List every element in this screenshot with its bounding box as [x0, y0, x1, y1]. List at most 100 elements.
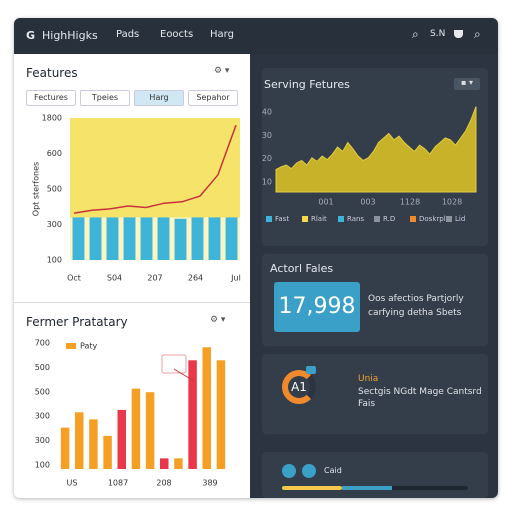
axis-title: Opt sterfones	[32, 162, 41, 216]
legend-label: Rans	[347, 215, 364, 223]
tab-bar: Fectures Tpeies Harg Sepahor	[26, 90, 238, 106]
primary-panel: Fermer Pratatary ⚙ ▾ Paty 700 500 500 300 300…	[14, 303, 250, 498]
card-label: Caid	[324, 466, 342, 475]
logo: G	[26, 29, 36, 42]
y-tick-label: 500	[35, 363, 50, 372]
bar	[140, 217, 153, 260]
bar	[188, 360, 197, 469]
big-number: 17,998	[274, 282, 360, 332]
card-title: Unia	[358, 374, 379, 384]
bar	[131, 388, 141, 469]
progress-fill	[282, 486, 342, 490]
legend-label: Rlait	[311, 215, 327, 223]
panel-menu[interactable]: ▪ ▾	[454, 78, 480, 90]
bar	[225, 217, 238, 260]
bar	[89, 217, 102, 260]
bar	[202, 347, 211, 469]
legend-swatch	[66, 343, 76, 349]
legend-label: Lid	[455, 215, 465, 223]
panel-menu[interactable]: ⚙ ▾	[214, 66, 230, 76]
card-text: Sectgis NGdt Mage Cantsrd	[358, 387, 482, 397]
legend-swatch	[446, 216, 452, 222]
trend-line	[73, 124, 237, 214]
x-tick-label: S04	[107, 274, 122, 283]
x-tick-label: 1087	[108, 479, 128, 488]
tab[interactable]: Sepahor	[188, 90, 238, 106]
y-tick-label: 500	[47, 185, 62, 194]
panel-title: Fermer Pratatary	[26, 315, 128, 329]
x-tick-label: 1028	[442, 198, 462, 207]
progress-card: Caid	[262, 452, 488, 498]
card-text: Oos afectios Partjorly	[368, 294, 464, 304]
serving-chart: 40 30 20 10 001 003 1128 1028 Fast Rlait Rans R.D Do…	[262, 106, 477, 223]
bar	[157, 217, 170, 260]
tab[interactable]: Fectures	[26, 90, 76, 106]
bar	[103, 435, 112, 469]
serving-card: Serving Fetures ▪ ▾ 40 30 20 10 001 003 1128 10…	[262, 68, 488, 246]
primary-chart: Paty 700 500 500 300 300 100 US 1087 208 389	[35, 339, 226, 488]
bar	[145, 392, 155, 469]
legend-label: Paty	[80, 342, 98, 351]
area	[275, 106, 477, 193]
sales-card: Actorl Fales 17,998 Oos afectios Partjor…	[262, 254, 488, 346]
y-tick-label: 700	[35, 339, 50, 348]
bell-icon[interactable]	[454, 30, 463, 38]
search-icon[interactable]: ⌕	[412, 27, 419, 41]
panel-menu[interactable]: ⚙ ▾	[210, 315, 226, 325]
y-tick-label: 100	[35, 461, 50, 470]
x-tick-label: 1128	[400, 198, 420, 207]
tooltip-pointer	[173, 368, 195, 382]
top-bar: G HighHigks Pads Eoocts Harg ⌕ S.N ⌕	[14, 18, 498, 54]
nav-item[interactable]: Harg	[210, 29, 234, 40]
bar	[60, 427, 70, 469]
unit-card: A1 Unia Sectgis NGdt Mage Cantsrd Fais	[262, 354, 488, 434]
tab[interactable]: Harg	[134, 90, 184, 106]
x-tick-label: Oct	[67, 274, 81, 283]
bar	[117, 409, 126, 469]
x-tick-label: 264	[188, 274, 203, 283]
dot	[302, 464, 316, 478]
tooltip	[161, 354, 187, 374]
progress-track	[282, 486, 468, 490]
legend-swatch	[302, 216, 308, 222]
card-text: Fais	[358, 399, 376, 409]
bar	[191, 217, 204, 260]
panel-title: Serving Fetures	[264, 78, 350, 91]
dashboard: G HighHigks Pads Eoocts Harg ⌕ S.N ⌕ Fea…	[14, 18, 498, 498]
y-tick-label: 500	[35, 387, 50, 396]
search-icon[interactable]: ⌕	[474, 27, 481, 41]
x-tick-label: US	[67, 479, 78, 488]
donut-icon: A1	[282, 370, 316, 404]
bar	[123, 217, 136, 260]
x-tick-label: 207	[147, 274, 162, 283]
legend-label: R.D	[383, 215, 395, 223]
panel-title: Features	[26, 66, 78, 80]
card-title: Actorl Fales	[270, 262, 334, 275]
nav-item[interactable]: Pads	[116, 29, 140, 40]
legend-label: Doskrpl	[419, 215, 446, 223]
bar	[106, 217, 119, 260]
legend-label: Fast	[275, 215, 289, 223]
left-column: Features ⚙ ▾ Fectures Tpeies Harg Sepahor O…	[14, 54, 250, 498]
y-tick-label: 100	[47, 256, 62, 265]
nav-item[interactable]: Eoocts	[160, 29, 194, 40]
bar	[89, 419, 98, 469]
tab[interactable]: Tpeies	[80, 90, 130, 106]
bar	[174, 218, 187, 260]
bar	[72, 217, 85, 260]
y-tick-label: 600	[47, 149, 62, 158]
y-tick-label: 300	[47, 220, 62, 229]
bar	[75, 412, 84, 469]
y-tick-label: 40	[262, 108, 272, 117]
legend-swatch	[338, 216, 344, 222]
bar	[174, 458, 183, 469]
legend-swatch	[266, 216, 272, 222]
bar	[160, 458, 169, 469]
progress-fill	[342, 486, 392, 490]
x-tick-label: 003	[360, 198, 375, 207]
features-panel: Features ⚙ ▾ Fectures Tpeies Harg Sepahor O…	[14, 54, 250, 303]
user[interactable]: S.N	[430, 29, 446, 39]
y-tick-label: 10	[262, 178, 272, 187]
x-tick-label: 001	[318, 198, 333, 207]
